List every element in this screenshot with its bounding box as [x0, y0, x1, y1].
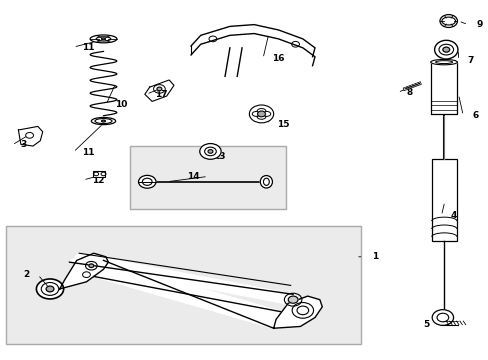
Bar	[430, 62, 457, 114]
Polygon shape	[19, 126, 42, 146]
Circle shape	[257, 111, 265, 117]
Text: 2: 2	[23, 270, 29, 279]
Text: 12: 12	[92, 176, 104, 185]
Polygon shape	[273, 296, 322, 328]
Ellipse shape	[91, 117, 116, 125]
Text: 3: 3	[21, 140, 27, 149]
Text: 10: 10	[115, 100, 127, 109]
Bar	[93, 171, 105, 177]
Text: 11: 11	[82, 148, 94, 157]
Polygon shape	[224, 48, 239, 76]
Circle shape	[200, 144, 221, 159]
Ellipse shape	[257, 114, 265, 119]
Ellipse shape	[434, 40, 457, 59]
Polygon shape	[94, 260, 283, 328]
Ellipse shape	[260, 176, 272, 188]
Text: 4: 4	[449, 211, 456, 220]
Circle shape	[157, 87, 162, 91]
Circle shape	[431, 310, 453, 325]
Circle shape	[89, 264, 94, 267]
Text: 13: 13	[213, 152, 225, 161]
Ellipse shape	[257, 109, 265, 113]
Ellipse shape	[430, 59, 457, 65]
Bar	[431, 158, 456, 241]
Text: 16: 16	[271, 54, 284, 63]
Polygon shape	[60, 253, 108, 289]
Ellipse shape	[252, 111, 261, 116]
Text: 1: 1	[372, 252, 378, 261]
Text: 15: 15	[276, 120, 288, 129]
Text: 5: 5	[422, 320, 428, 329]
FancyBboxPatch shape	[130, 146, 285, 208]
Text: 17: 17	[155, 90, 167, 99]
Polygon shape	[144, 80, 174, 102]
Circle shape	[207, 150, 212, 153]
Circle shape	[36, 279, 63, 299]
Circle shape	[138, 175, 156, 188]
Ellipse shape	[102, 120, 105, 122]
Circle shape	[439, 15, 457, 27]
Circle shape	[46, 286, 54, 292]
Text: 11: 11	[82, 42, 94, 51]
Text: 14: 14	[186, 172, 199, 181]
Polygon shape	[191, 24, 314, 66]
Text: 6: 6	[471, 111, 477, 120]
FancyBboxPatch shape	[6, 226, 361, 344]
Text: 7: 7	[466, 56, 472, 65]
Polygon shape	[69, 253, 292, 303]
Ellipse shape	[102, 38, 105, 40]
Circle shape	[287, 296, 297, 303]
Text: 8: 8	[406, 88, 412, 97]
Circle shape	[442, 47, 449, 52]
Text: 9: 9	[476, 20, 482, 29]
Ellipse shape	[262, 111, 270, 116]
Circle shape	[249, 105, 273, 123]
Ellipse shape	[90, 35, 117, 43]
